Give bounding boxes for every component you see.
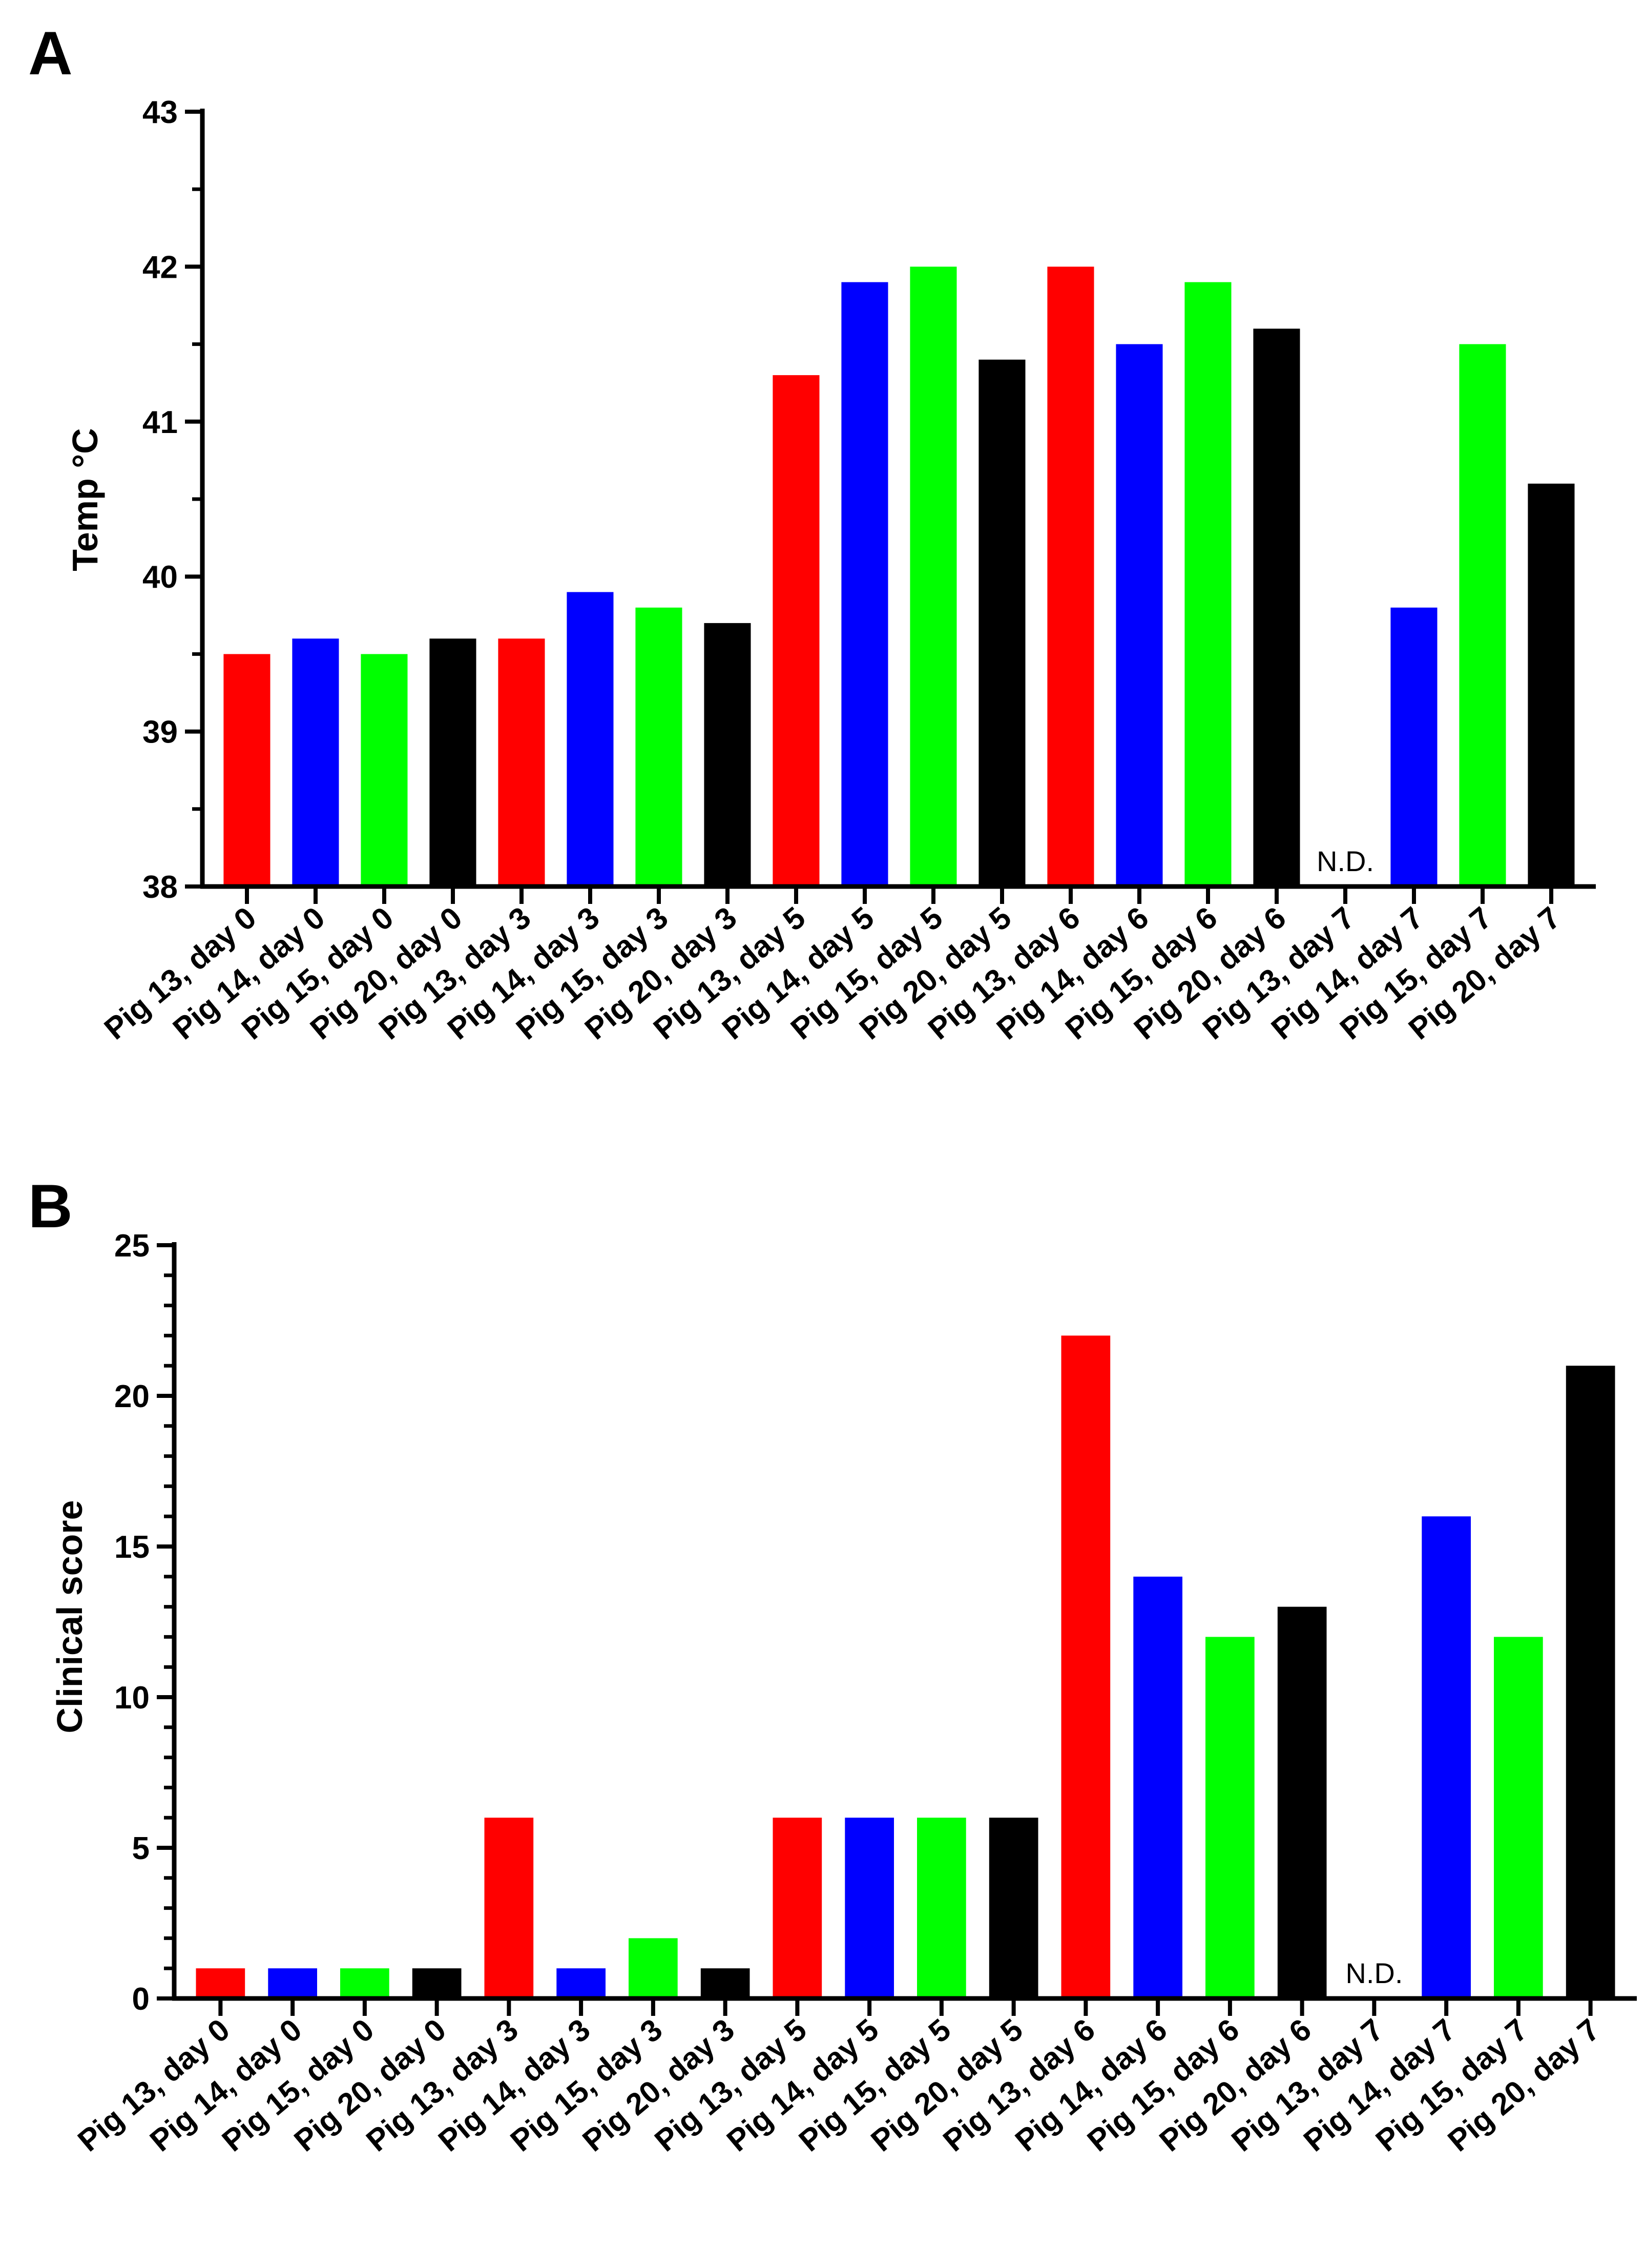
bar [1390,607,1438,886]
bar [1116,344,1163,886]
bar [978,359,1026,886]
bars-b: N.D. [196,1335,1615,1998]
not-determined-label: N.D. [1317,845,1374,877]
bar [1422,1516,1471,1998]
bar [635,607,682,886]
y-ticks-b: 0 5 10 15 20 25 [114,1228,174,2017]
bar [1494,1637,1543,1998]
bar [340,1968,389,1998]
y-tick-label: 20 [114,1379,150,1414]
bar [917,1818,966,1998]
bar [412,1968,462,1998]
bar [1047,266,1094,886]
bar [1184,282,1232,886]
bar [556,1968,606,1998]
bars-a: N.D. [223,266,1575,886]
y-tick-label: 0 [132,1982,150,2017]
bar [773,1818,822,1998]
y-tick-label: 10 [114,1680,150,1716]
bar [629,1938,678,1998]
bar [1528,483,1575,886]
panel-b: B Clinical score N.D. 0 5 10 15 20 25 Pig 13,… [28,1172,1637,2158]
not-determined-label: N.D. [1345,1957,1403,1989]
bar [773,375,820,886]
bar [1566,1366,1615,1998]
bar [268,1968,317,1998]
y-tick-label: 25 [114,1228,150,1264]
bar [1205,1637,1255,1998]
axes-b [172,1242,1637,2001]
y-tick-label: 15 [114,1530,150,1565]
y-tick-label: 5 [132,1831,150,1866]
y-tick-label: 39 [142,715,178,750]
panel-a: A Temp °C N.D. 38 39 40 41 42 43 Pig 13, day … [28,19,1596,1046]
y-tick-label: 41 [142,405,178,440]
bar [498,638,545,886]
bar [1277,1606,1327,1998]
y-tick-label: 38 [142,870,178,905]
y-tick-label: 43 [142,95,178,130]
bar [841,282,888,886]
panel-letter-b: B [28,1172,73,1241]
bar [989,1818,1038,1998]
bar [1253,328,1300,886]
bar [361,654,408,886]
bar [223,654,270,886]
bar [429,638,476,886]
y-axis-title-a: Temp °C [65,428,105,571]
bar [700,1968,750,1998]
bar [196,1968,245,1998]
bar [910,266,957,886]
bar [704,623,751,886]
bar [567,592,614,886]
y-axis-title-b: Clinical score [50,1500,90,1733]
y-tick-label: 42 [142,250,178,285]
panel-letter-a: A [28,19,73,88]
bar [845,1818,894,1998]
bar [484,1818,534,1998]
bar [1459,344,1506,886]
y-ticks-a: 38 39 40 41 42 43 [142,95,202,905]
axes-a [200,109,1596,889]
bar [292,638,339,886]
y-tick-label: 40 [142,560,178,595]
bar [1061,1335,1111,1998]
bar [1133,1576,1182,1998]
